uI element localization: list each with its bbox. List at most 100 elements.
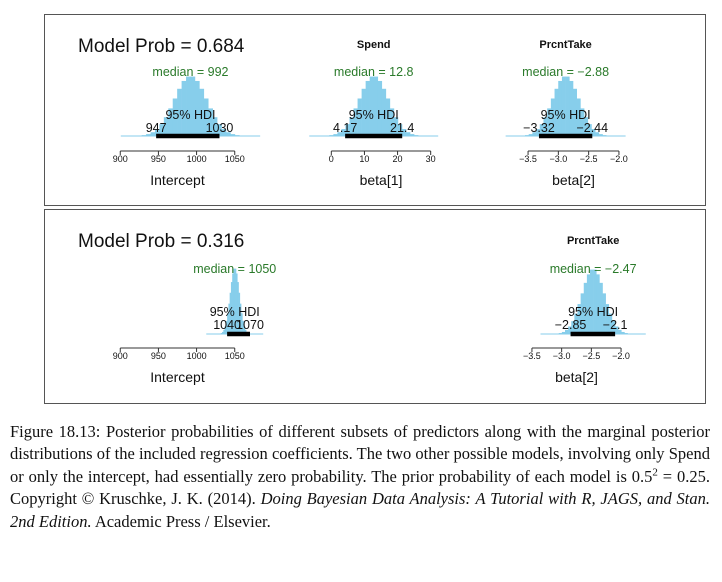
histogram-bar: [590, 269, 594, 334]
subplot-heading: PrcntTake: [539, 39, 591, 51]
x-tick-label: −3.0: [553, 351, 571, 361]
histogram-bar: [212, 117, 218, 136]
x-tick-label: −2.0: [610, 154, 628, 164]
histogram-bar: [558, 80, 563, 136]
figure-caption: Figure 18.13: Posterior probabilities of…: [10, 421, 710, 533]
histogram-bar: [598, 134, 603, 136]
histogram-bar: [574, 313, 578, 334]
x-tick-label: 20: [393, 154, 403, 164]
histogram-bar: [361, 88, 366, 136]
median-label: median = −2.47: [550, 262, 637, 276]
histogram-bar: [532, 132, 537, 136]
histogram-bar: [190, 76, 196, 136]
histogram-bar: [241, 313, 243, 334]
histogram-bar: [224, 326, 227, 334]
x-tick-label: −2.5: [582, 351, 600, 361]
x-axis-label: beta[2]: [552, 172, 595, 188]
histogram-bar: [561, 331, 566, 334]
histogram-bar: [357, 98, 362, 136]
histogram-bar: [154, 129, 160, 136]
histogram-bar: [365, 80, 370, 136]
histogram-bar: [580, 108, 585, 136]
figure-label: Figure 18.13:: [10, 422, 101, 441]
histogram-bar: [561, 76, 566, 136]
histogram-bar: [150, 132, 156, 136]
histogram-bar: [203, 98, 209, 136]
histogram-bar: [177, 88, 182, 136]
panel-2-plots: Model Prob = 0.316 median = 1050 95% HDI 10…: [78, 231, 646, 385]
histogram-bar: [186, 76, 191, 136]
median-label: median = 1050: [193, 262, 276, 276]
histogram-bar: [217, 124, 222, 136]
x-tick-label: −3.0: [549, 154, 567, 164]
hdi-low-label: 4.17: [333, 121, 357, 135]
hdi-label: 95% HDI: [568, 305, 618, 319]
x-axis-label: beta[2]: [555, 369, 598, 385]
hdi-low-label: 947: [146, 121, 167, 135]
model-prob-title: Model Prob = 0.316: [78, 231, 244, 252]
histogram-bar: [239, 303, 242, 334]
histogram-bar: [381, 88, 387, 136]
histogram-bar: [225, 320, 228, 334]
histogram-bar: [221, 129, 227, 136]
histogram-bar: [401, 129, 407, 136]
histogram-bar: [163, 117, 169, 136]
histogram-bar: [595, 132, 600, 136]
histogram-bar: [181, 80, 187, 136]
histogram-bar: [208, 108, 213, 136]
x-tick-label: 1000: [187, 351, 207, 361]
histogram-bar: [234, 268, 237, 334]
x-tick-label: 950: [151, 154, 166, 164]
histogram-bar: [608, 313, 613, 334]
histogram-bar: [385, 98, 391, 136]
x-tick-label: 10: [359, 154, 369, 164]
x-tick-label: −2.5: [580, 154, 598, 164]
histogram-bar: [565, 76, 570, 136]
histogram-bar: [577, 304, 581, 334]
histogram-bar: [571, 321, 575, 334]
histogram-bar: [593, 269, 597, 334]
histogram-bar: [373, 76, 379, 136]
histogram-bar: [228, 303, 230, 334]
histogram-bar: [238, 292, 241, 334]
histogram-bar: [236, 273, 238, 334]
histogram-bar: [550, 98, 555, 136]
model-panel-2: Model Prob = 0.316 median = 1050 95% HDI 10…: [44, 209, 706, 404]
model-prob-title: Model Prob = 0.684: [78, 36, 245, 57]
histogram-bar: [410, 134, 415, 136]
histogram-bar: [568, 326, 572, 334]
histogram-bar: [621, 331, 625, 334]
histogram-bar: [389, 108, 395, 136]
histogram-bar: [596, 274, 600, 334]
hdi-high-label: −2.44: [576, 121, 608, 135]
histogram-bar: [605, 304, 610, 334]
histogram-bar: [337, 132, 342, 136]
histogram-bar: [591, 129, 596, 136]
caption-book-title: Doing Bayesian Data Analysis: A Tutorial…: [10, 489, 711, 531]
x-tick-label: 1050: [225, 351, 245, 361]
histogram-bar: [586, 274, 591, 334]
histogram-bar: [172, 98, 178, 136]
histogram-bar: [369, 76, 375, 136]
histogram-bar: [230, 134, 236, 136]
histogram-bar: [229, 292, 232, 334]
histogram-bar: [554, 88, 559, 136]
histogram-bar: [602, 293, 606, 334]
histogram-bar: [397, 124, 403, 136]
histogram-bar: [547, 108, 552, 136]
histogram-bar: [199, 88, 205, 136]
histogram-bar: [194, 80, 200, 136]
caption-formula-rest: = 0.25. Copyright © Kruschke, J. K. (201…: [10, 466, 710, 509]
histogram-bar: [393, 117, 399, 136]
x-tick-label: −3.5: [519, 154, 537, 164]
histogram-bar: [225, 132, 231, 136]
caption-formula-exp: 2: [652, 466, 658, 479]
hdi-low-label: −2.85: [555, 318, 587, 332]
histogram-bar: [377, 80, 383, 136]
x-tick-label: 950: [151, 351, 166, 361]
hdi-label: 95% HDI: [165, 108, 215, 122]
histogram-bar: [227, 313, 229, 334]
histogram-bar: [341, 129, 346, 136]
histogram-bar: [406, 132, 411, 136]
